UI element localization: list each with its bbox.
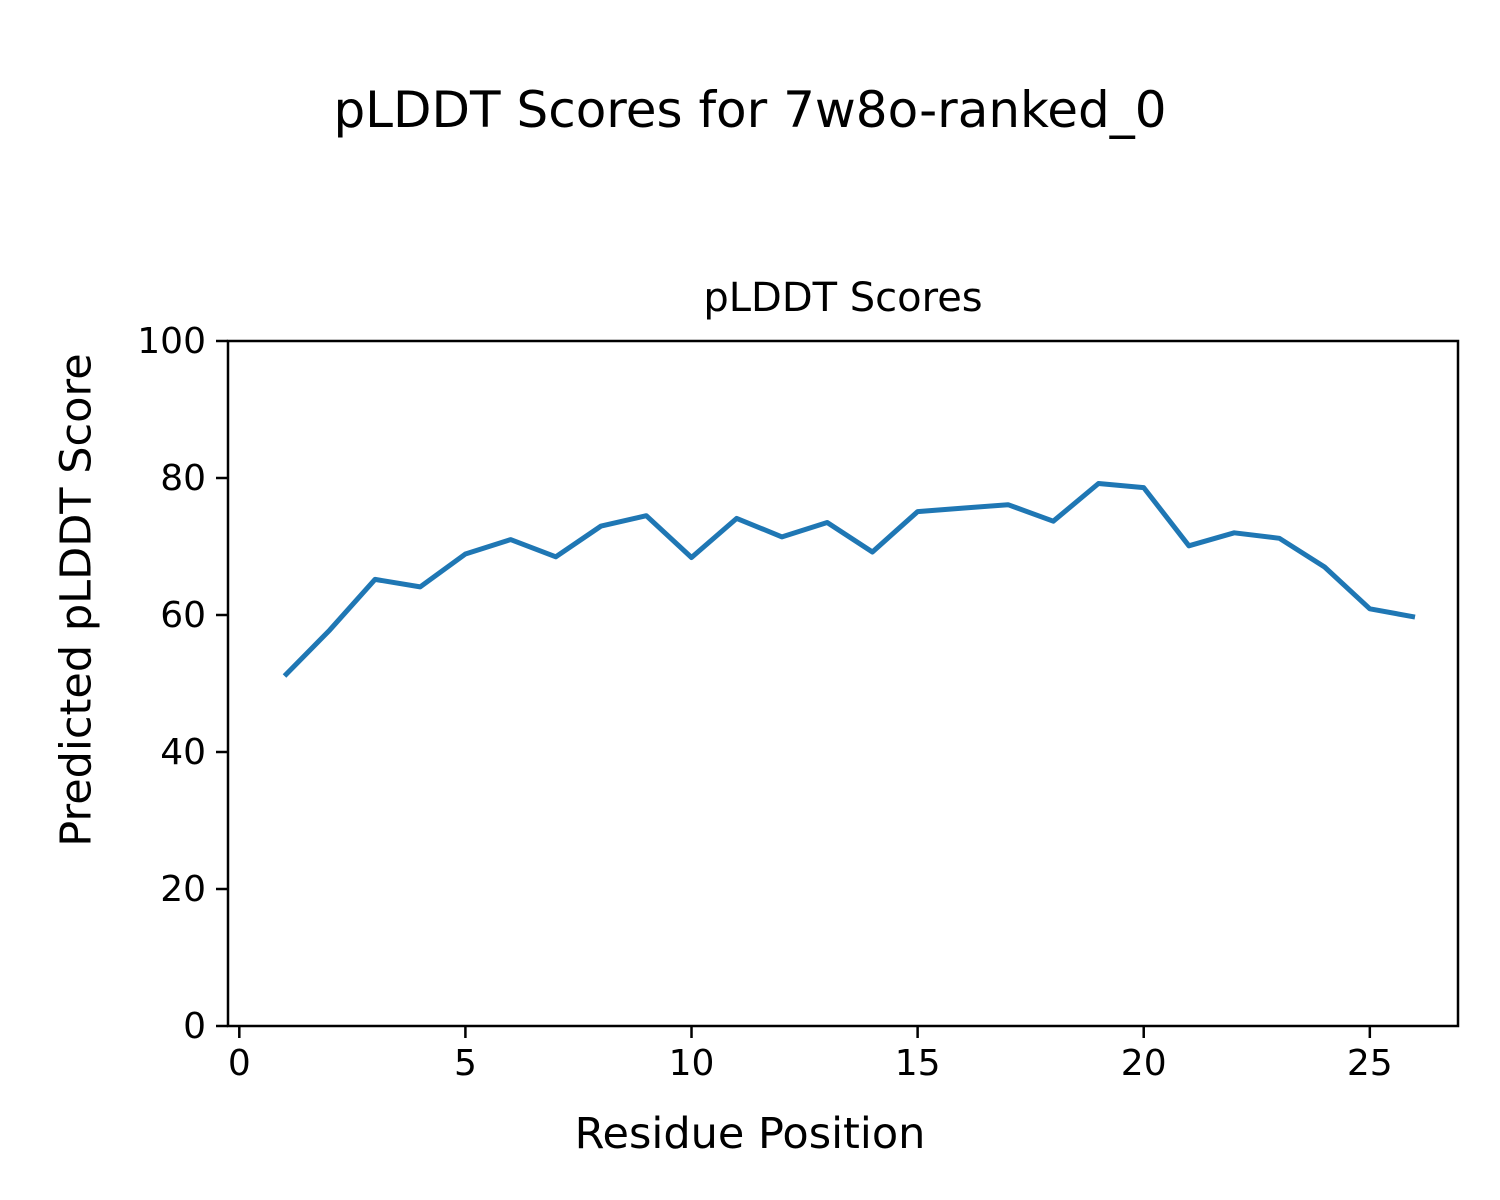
y-tick-label: 80 [160,458,206,499]
y-tick-label: 40 [160,732,206,773]
y-tick-label: 0 [183,1006,206,1047]
y-tick-label: 100 [137,321,206,362]
plddt-line [282,481,1416,678]
y-tick-label: 60 [160,595,206,636]
x-tick-label: 20 [1121,1043,1167,1084]
y-tick-label: 20 [160,869,206,910]
x-tick-label: 5 [454,1043,477,1084]
x-tick-label: 15 [895,1043,941,1084]
axes-title: pLDDT Scores [703,275,983,321]
x-tick-label: 25 [1347,1043,1393,1084]
y-axis-label: Predicted pLDDT Score [51,353,102,847]
x-tick-label: 10 [669,1043,715,1084]
axes-box [226,339,1460,1028]
x-axis-label: Residue Position [574,1109,926,1159]
figure-title: pLDDT Scores for 7w8o-ranked_0 [333,81,1167,139]
x-tick-label: 0 [228,1043,251,1084]
